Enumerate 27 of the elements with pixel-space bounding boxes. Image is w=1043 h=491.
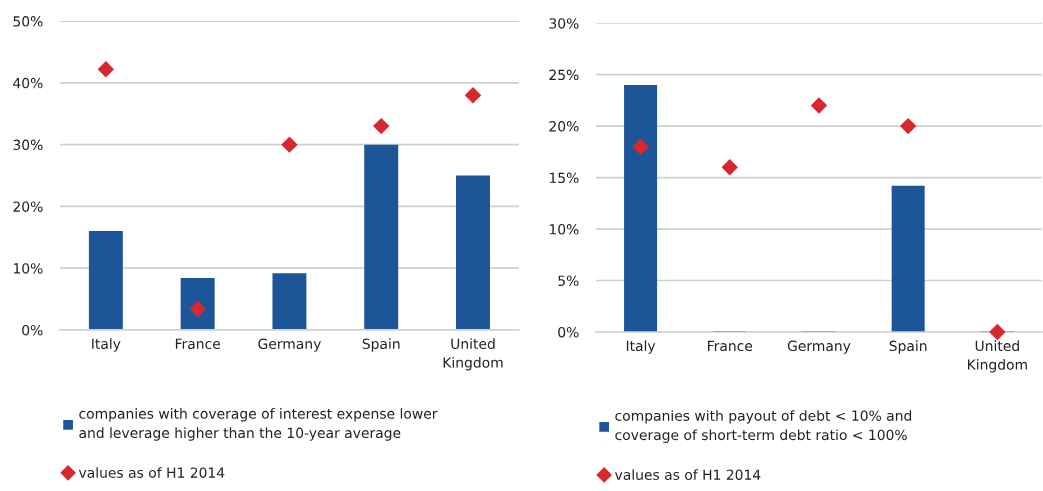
x-tick-label: Spain [362,338,400,352]
x-tick-label: France [175,338,220,350]
y-tick-label: 15% [549,172,579,184]
x-tick-label: Germany [258,338,321,352]
y-tick-label: 50% [13,16,43,27]
legend-label: companies with coverage of interest expense lower and leverage higher than the 10-year average [79,408,438,441]
x-tick-label: France [708,340,753,352]
x-tick-label: Italy [626,340,656,354]
x-tick-label: Spain [889,340,927,354]
y-tick-label: 20% [549,121,579,132]
legend-label: values as of H1 2014 [78,467,225,478]
x-tick-label: United Kingdom [968,340,1027,373]
x-tick-label: Italy [92,338,121,352]
x-tick-label: United Kingdom [443,338,503,371]
y-tick-label: 5% [558,275,579,287]
legend-label: values as of H1 2014 [614,469,761,480]
y-tick-label: 40% [13,77,43,89]
legend-label: companies with payout of debt < 10% and coverage of short-term debt ratio < 100% [615,410,912,443]
y-tick-label: 10% [13,263,43,274]
y-tick-label: 0% [558,326,579,338]
y-tick-label: 25% [549,69,579,81]
y-tick-label: 30% [549,18,579,29]
y-tick-label: 0% [22,324,43,336]
x-tick-label: Germany [787,340,851,354]
y-tick-label: 30% [13,139,43,151]
y-tick-label: 10% [549,224,579,235]
y-tick-label: 20% [13,201,43,212]
